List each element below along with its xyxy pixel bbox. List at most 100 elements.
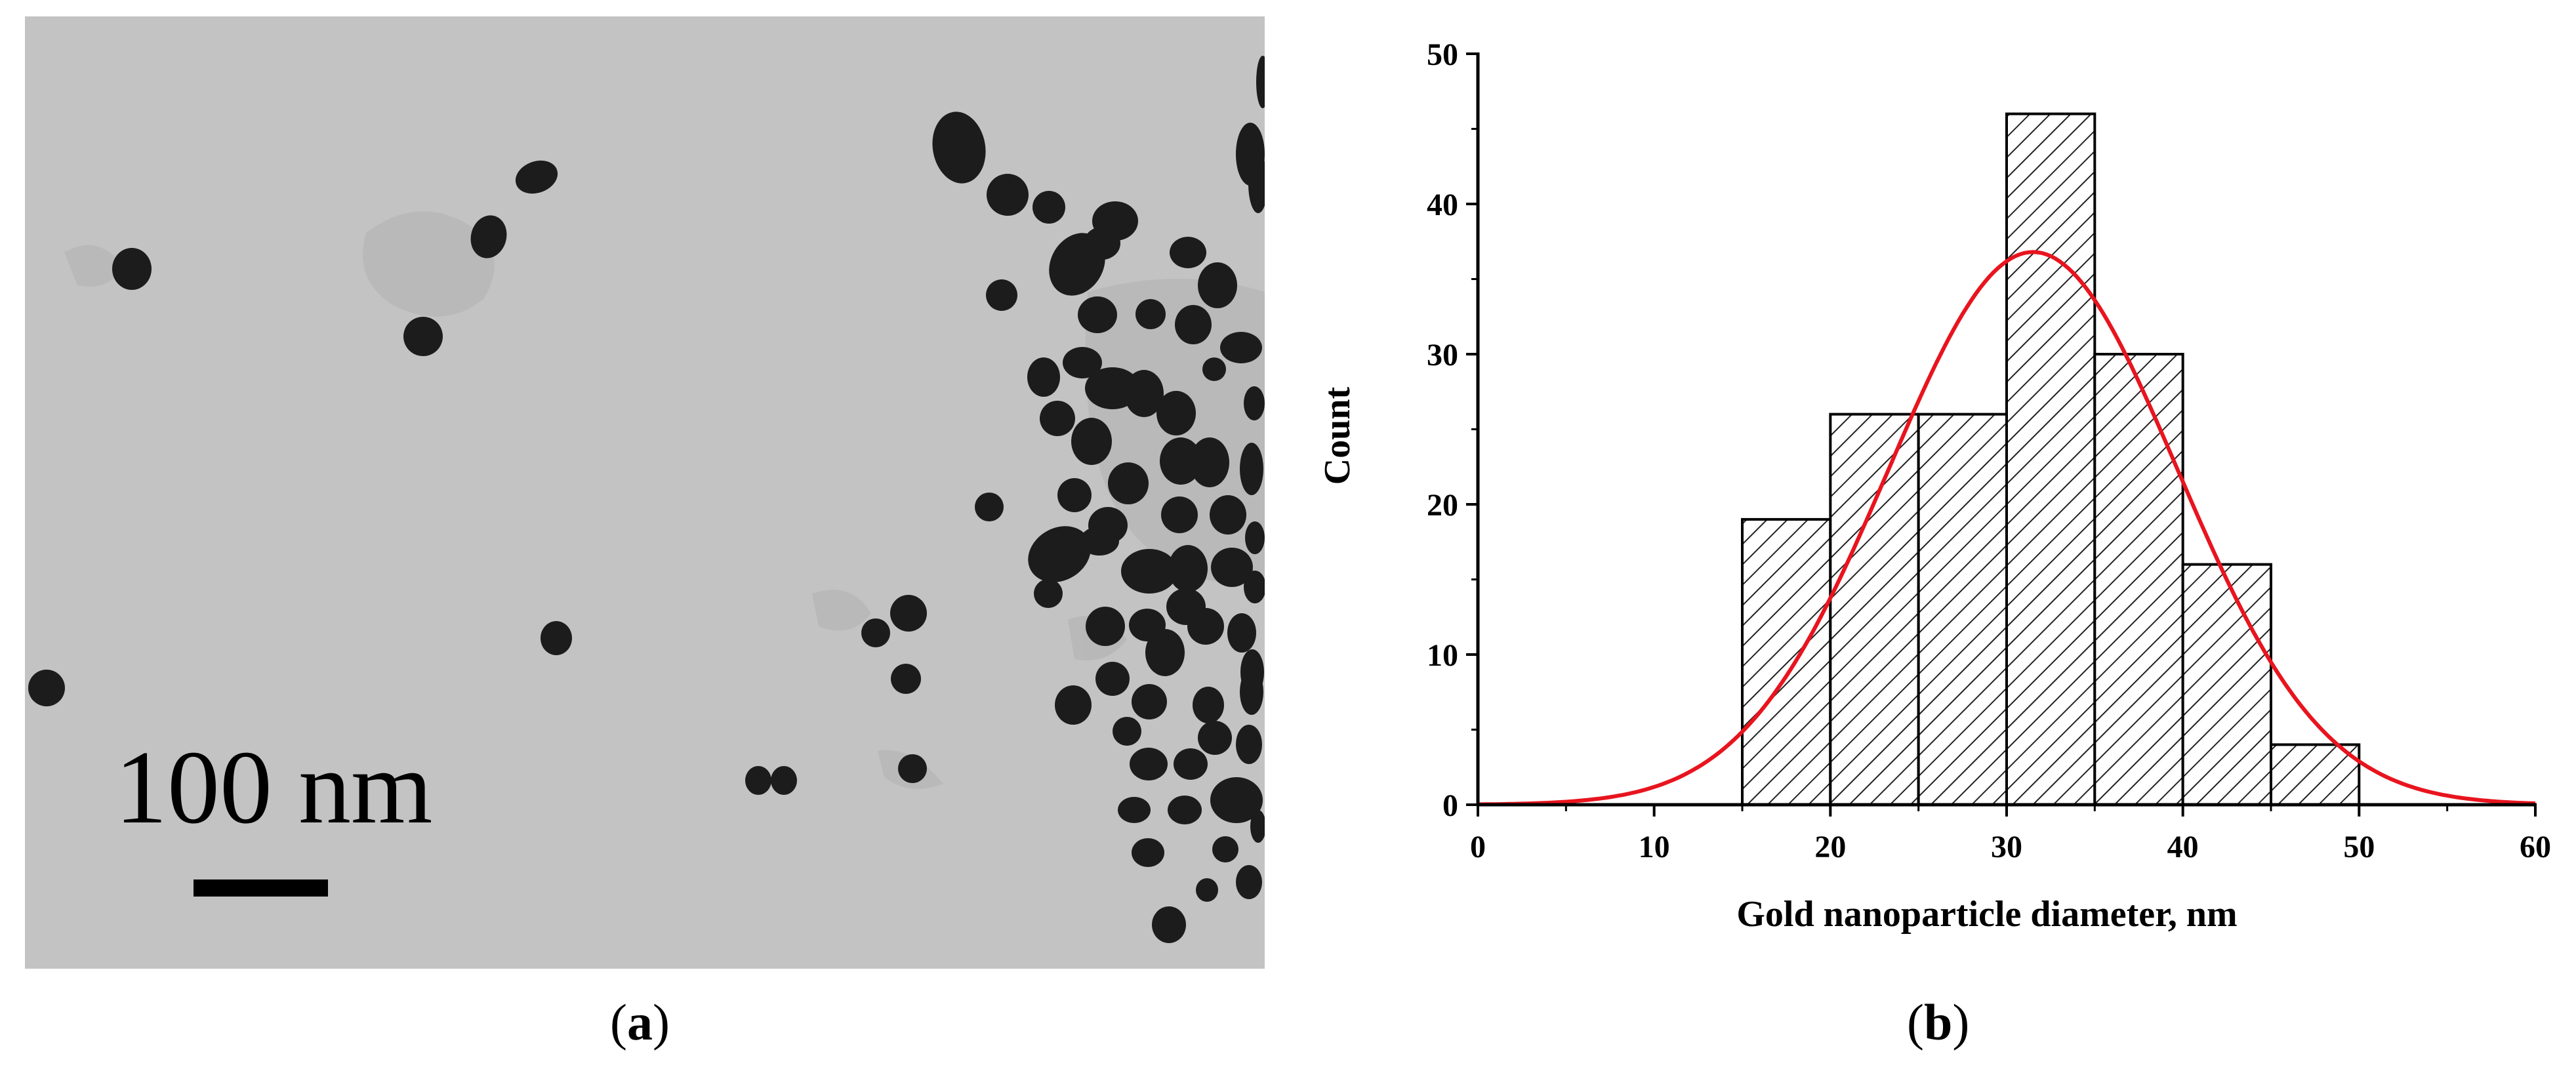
x-axis-title: Gold nanoparticle diameter, nm [1736, 894, 2237, 935]
x-tick-label: 30 [1991, 830, 2022, 864]
tem-micrograph: 100 nm [25, 16, 1265, 969]
scale-bar [194, 879, 328, 897]
histogram-bar-6 [2270, 743, 2361, 807]
nanoparticle [1145, 629, 1185, 676]
nanoparticle [1086, 607, 1125, 646]
nanoparticle [1196, 878, 1218, 902]
nanoparticle [932, 111, 986, 184]
nanoparticle [1034, 579, 1063, 608]
tick-labels: 0 10 20 30 40 50 60 0 10 20 30 40 50 [1427, 37, 2551, 864]
nanoparticle [1121, 549, 1177, 594]
nanoparticle [1227, 613, 1256, 653]
y-axis-title: Count [1317, 386, 1358, 485]
scale-bar-label: 100 nm [115, 729, 433, 845]
nanoparticle [1190, 437, 1229, 487]
y-tick-label: 40 [1427, 188, 1458, 222]
caption-b: (b) [1907, 994, 1970, 1051]
nanoparticle [1256, 56, 1265, 108]
nanoparticle [515, 160, 558, 194]
nanoparticle [890, 595, 927, 632]
nanoparticle [1245, 521, 1265, 554]
y-tick-label: 20 [1427, 488, 1458, 523]
histogram-bar-5 [2181, 563, 2273, 806]
nanoparticle [1057, 478, 1092, 512]
nanoparticle [1080, 527, 1119, 556]
x-tick-label: 20 [1814, 830, 1846, 864]
nanoparticle [1063, 347, 1102, 378]
histogram-bar-4 [2093, 353, 2184, 806]
nanoparticle [1244, 386, 1265, 420]
x-tick-label: 60 [2520, 830, 2551, 864]
gaussian-fit-curve [1477, 250, 2536, 807]
nanoparticle [1032, 191, 1065, 224]
nanoparticle [1210, 495, 1246, 535]
nanoparticle [28, 670, 65, 706]
nanoparticle [1168, 545, 1208, 592]
nanoparticle [1027, 357, 1060, 397]
nanoparticle [1135, 299, 1166, 329]
nanoparticle [1202, 357, 1226, 381]
nanoparticle [1244, 571, 1265, 603]
nanoparticle [1055, 685, 1092, 725]
histogram-bar-3 [2005, 112, 2096, 807]
nanoparticle [1175, 305, 1212, 344]
x-tick-label: 0 [1470, 830, 1486, 864]
nanoparticle [987, 174, 1029, 216]
nanoparticle [771, 766, 797, 795]
nanoparticle [898, 754, 927, 783]
nanoparticle [1170, 237, 1206, 268]
x-tick-label: 40 [2167, 830, 2199, 864]
nanoparticle [1198, 721, 1232, 755]
nanoparticle [1248, 154, 1265, 213]
nanoparticle [986, 279, 1017, 311]
nanoparticle [1113, 717, 1141, 746]
nanoparticle [1211, 548, 1253, 587]
nanoparticle [1095, 662, 1130, 696]
histogram-bar-0 [1741, 517, 1832, 807]
nanoparticle [1108, 462, 1149, 504]
nanoparticle [1132, 838, 1164, 867]
caption-a: (a) [610, 994, 670, 1051]
nanoparticle [1130, 748, 1168, 780]
axes [1466, 52, 2537, 817]
y-tick-label: 0 [1442, 788, 1458, 823]
nanoparticle [403, 317, 443, 356]
nanoparticle [541, 621, 572, 655]
y-tick-label: 50 [1427, 37, 1458, 72]
nanoparticle [1132, 684, 1167, 719]
caption-b-letter: b [1923, 994, 1953, 1051]
nanoparticle [1240, 649, 1264, 695]
histogram-bar-1 [1829, 413, 1920, 806]
nanoparticle [1220, 332, 1262, 363]
nanoparticle [1160, 437, 1202, 485]
nanoparticle [1212, 836, 1238, 862]
nanoparticle [1198, 262, 1237, 308]
nanoparticle [891, 664, 921, 694]
nanoparticles [28, 56, 1265, 943]
nanoparticle [1174, 748, 1208, 780]
nanoparticle [975, 493, 1004, 521]
nanoparticle [1236, 725, 1262, 764]
tem-image [25, 16, 1265, 969]
histogram-bars [1741, 112, 2361, 807]
nanoparticle [1071, 418, 1112, 465]
nanoparticle [1210, 777, 1263, 823]
nanoparticle [470, 215, 507, 258]
nanoparticle [1118, 797, 1151, 823]
nanoparticle [745, 766, 771, 795]
x-tick-label: 10 [1639, 830, 1670, 864]
nanoparticle [861, 618, 890, 647]
caption-a-letter: a [626, 994, 653, 1051]
y-tick-label: 30 [1427, 338, 1458, 373]
nanoparticle [1240, 443, 1263, 495]
nanoparticle [1040, 401, 1075, 436]
x-tick-label: 50 [2343, 830, 2375, 864]
nanoparticle [1250, 810, 1265, 843]
nanoparticle [1156, 391, 1196, 435]
nanoparticle [1161, 496, 1198, 533]
nanoparticle [1028, 526, 1091, 582]
histogram-bar-2 [1917, 413, 2009, 806]
nanoparticle [1236, 865, 1262, 899]
nanoparticle [1152, 906, 1186, 943]
y-tick-label: 10 [1427, 638, 1458, 673]
